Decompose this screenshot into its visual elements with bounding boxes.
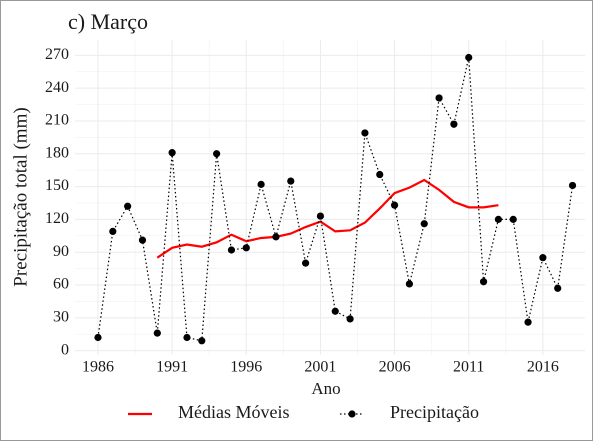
x-tick-label: 2016 xyxy=(527,359,559,376)
point xyxy=(287,177,295,185)
legend-label: Precipitação xyxy=(390,402,479,422)
point xyxy=(331,307,339,315)
point xyxy=(153,329,161,337)
point xyxy=(272,233,280,241)
y-tick-label: 30 xyxy=(53,308,69,325)
y-tick-label: 270 xyxy=(45,46,69,63)
point xyxy=(198,337,206,345)
point xyxy=(124,202,132,210)
point xyxy=(405,280,414,288)
x-tick-label: 1991 xyxy=(156,359,188,376)
point xyxy=(94,333,102,342)
point xyxy=(109,227,117,236)
point xyxy=(509,215,517,223)
point xyxy=(361,129,369,137)
y-tick-label: 90 xyxy=(53,243,69,260)
y-tick-label: 150 xyxy=(45,177,69,194)
point xyxy=(494,215,502,223)
legend-swatch-point xyxy=(348,410,356,418)
point xyxy=(213,150,221,158)
chart-title: c) Março xyxy=(68,9,148,34)
point xyxy=(302,259,310,267)
point xyxy=(390,201,399,209)
legend-label: Médias Móveis xyxy=(178,402,290,422)
x-tick-label: 2011 xyxy=(453,359,484,376)
y-tick-label: 60 xyxy=(53,276,69,293)
y-tick-label: 240 xyxy=(45,79,69,96)
point xyxy=(554,284,562,292)
point xyxy=(450,120,458,128)
y-tick-label: 120 xyxy=(45,210,69,227)
point xyxy=(479,278,488,286)
y-tick-label: 180 xyxy=(45,144,69,161)
moving-average-line xyxy=(156,178,499,259)
point xyxy=(227,246,236,254)
point xyxy=(568,181,577,190)
point xyxy=(316,212,325,220)
x-axis-label: Ano xyxy=(311,379,340,398)
point xyxy=(138,236,147,244)
point xyxy=(539,254,547,262)
point xyxy=(420,220,428,228)
x-tick-label: 1996 xyxy=(230,359,262,376)
y-tick-label: 210 xyxy=(45,112,69,129)
point xyxy=(465,53,473,62)
point xyxy=(183,333,191,342)
x-tick-label: 1986 xyxy=(82,359,114,376)
x-tick-label: 2001 xyxy=(304,359,336,376)
y-axis-label: Precipitação total (mm) xyxy=(10,107,31,286)
point xyxy=(435,94,443,102)
point xyxy=(242,244,250,252)
point xyxy=(168,149,176,157)
point xyxy=(524,318,532,326)
y-tick-label: 0 xyxy=(61,341,69,358)
point xyxy=(257,180,265,188)
point xyxy=(346,315,354,323)
x-tick-label: 2006 xyxy=(379,359,411,376)
point xyxy=(376,170,384,179)
